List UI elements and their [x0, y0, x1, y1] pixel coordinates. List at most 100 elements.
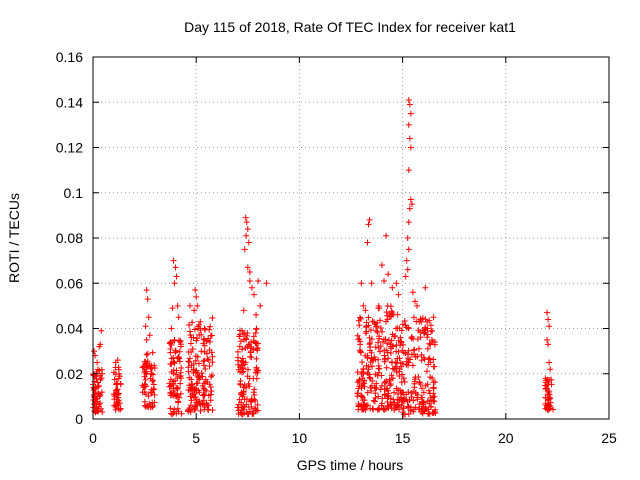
data-point [172, 377, 179, 384]
data-point [200, 340, 207, 347]
data-point [97, 392, 104, 399]
data-point [192, 367, 199, 374]
data-point [195, 360, 202, 367]
data-point [168, 360, 175, 367]
data-point [193, 399, 200, 406]
data-point [174, 391, 181, 398]
data-point [546, 359, 553, 366]
data-point [203, 350, 210, 357]
data-point [240, 365, 247, 372]
data-point [205, 402, 212, 409]
data-point [245, 239, 252, 246]
data-point [546, 323, 553, 330]
data-point [167, 338, 174, 345]
x-tick-label: 0 [89, 430, 97, 446]
data-point [427, 397, 434, 404]
data-point [364, 239, 371, 246]
data-point [357, 341, 364, 348]
data-point [237, 378, 244, 385]
data-point [405, 96, 412, 103]
data-point [254, 401, 261, 408]
data-point [542, 382, 549, 389]
data-point [394, 402, 401, 409]
x-tick-label: 25 [601, 430, 617, 446]
data-point [253, 345, 260, 352]
data-point [430, 338, 437, 345]
data-point [243, 232, 250, 239]
data-point [114, 386, 121, 393]
data-point [408, 351, 415, 358]
data-point [208, 332, 215, 339]
data-point [235, 410, 242, 417]
data-point [362, 330, 369, 337]
data-point [207, 323, 214, 330]
data-point [424, 345, 431, 352]
data-point [94, 379, 101, 386]
data-point [176, 337, 183, 344]
data-point [388, 372, 395, 379]
data-point [368, 280, 375, 287]
data-point [236, 333, 243, 340]
data-point [168, 325, 175, 332]
data-point [430, 390, 437, 397]
data-point [111, 376, 118, 383]
data-point [187, 340, 194, 347]
data-point [203, 387, 210, 394]
data-point [411, 298, 418, 305]
data-point [117, 405, 124, 412]
data-point [99, 370, 106, 377]
data-point [389, 375, 396, 382]
data-point [186, 355, 193, 362]
data-point [406, 135, 413, 142]
data-point [377, 324, 384, 331]
data-point [254, 369, 261, 376]
data-point [141, 369, 148, 376]
data-point [405, 121, 412, 128]
data-point [110, 369, 117, 376]
data-point [140, 363, 147, 370]
data-point [98, 389, 105, 396]
data-point [193, 380, 200, 387]
data-point [393, 360, 400, 367]
data-point [186, 359, 193, 366]
data-point [252, 340, 259, 347]
data-point [389, 365, 396, 372]
data-point [202, 378, 209, 385]
data-point [193, 293, 200, 300]
data-point [365, 314, 372, 321]
data-point [425, 361, 432, 368]
data-point [198, 370, 205, 377]
data-point [192, 357, 199, 364]
data-point [364, 389, 371, 396]
x-tick-label: 5 [192, 430, 200, 446]
data-point [426, 400, 433, 407]
data-point [151, 391, 158, 398]
data-point [248, 397, 255, 404]
data-point [391, 389, 398, 396]
data-point [96, 367, 103, 374]
data-point [205, 357, 212, 364]
data-point [244, 225, 251, 232]
data-point [370, 397, 377, 404]
data-point [371, 398, 378, 405]
data-point [393, 369, 400, 376]
data-point [410, 314, 417, 321]
data-point [197, 326, 204, 333]
data-point [385, 271, 392, 278]
data-point [250, 333, 257, 340]
data-point [191, 307, 198, 314]
data-point [238, 391, 245, 398]
data-point [382, 379, 389, 386]
data-point [383, 232, 390, 239]
data-point [547, 405, 554, 412]
data-point [411, 376, 418, 383]
data-point [366, 374, 373, 381]
data-point [395, 291, 402, 298]
data-point [400, 341, 407, 348]
data-point [370, 406, 377, 413]
data-point [206, 346, 213, 353]
data-point [399, 360, 406, 367]
data-point [199, 392, 206, 399]
data-point [378, 382, 385, 389]
data-point [364, 354, 371, 361]
